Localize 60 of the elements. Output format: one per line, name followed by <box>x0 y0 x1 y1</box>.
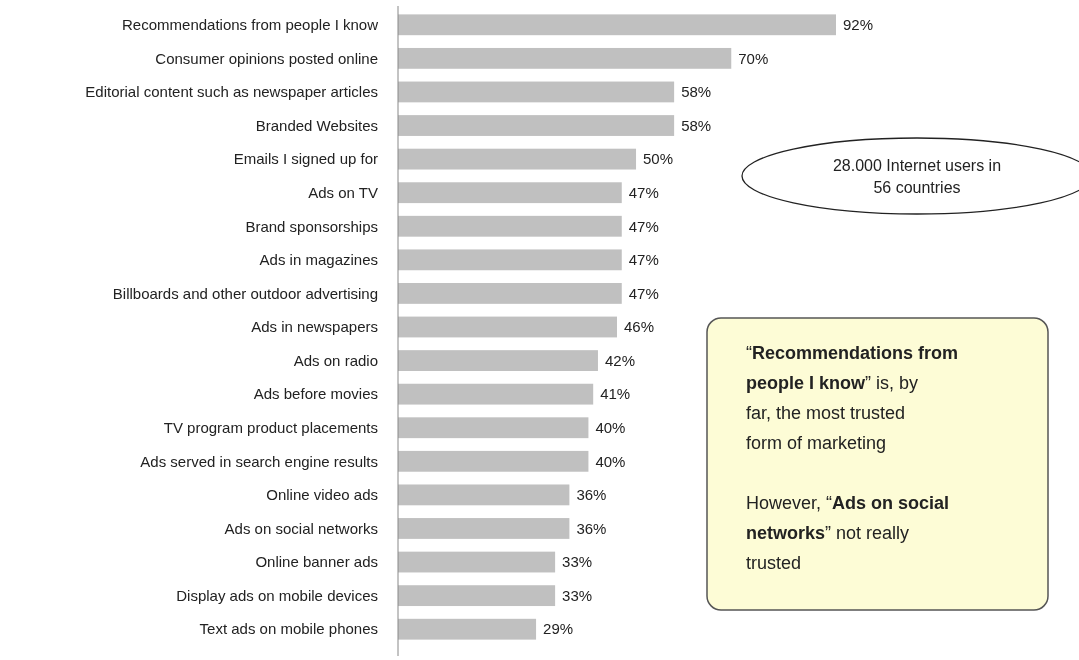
data-label: 41% <box>600 385 631 403</box>
y-tick-label: Editorial content such as newspaper articles <box>85 83 378 101</box>
y-tick-label: Text ads on mobile phones <box>199 620 378 638</box>
bar <box>398 316 617 338</box>
bar <box>398 585 556 607</box>
data-label: 58% <box>681 83 712 101</box>
data-label: 40% <box>595 418 626 436</box>
bar <box>398 484 570 506</box>
bar <box>398 249 622 271</box>
data-label: 50% <box>643 150 674 168</box>
data-label: 47% <box>628 284 659 302</box>
data-label: 70% <box>738 49 769 67</box>
y-tick-label: Brand sponsorships <box>245 217 378 235</box>
bar <box>398 148 637 170</box>
y-tick-label: Ads on social networks <box>224 519 378 537</box>
bar <box>398 618 537 640</box>
y-tick-label: Ads in newspapers <box>251 318 378 336</box>
data-label: 47% <box>628 217 659 235</box>
data-label: 46% <box>624 318 655 336</box>
annotation: 28.000 Internet users in 56 countries <box>832 156 1002 196</box>
data-label: 92% <box>843 16 874 34</box>
bar <box>398 383 594 405</box>
bar <box>398 14 836 36</box>
y-tick-label: Ads on TV <box>308 183 378 201</box>
data-label: 58% <box>681 116 712 134</box>
data-label: 29% <box>543 620 574 638</box>
bar <box>398 350 598 371</box>
bar <box>398 551 556 573</box>
data-label: 33% <box>562 586 593 604</box>
data-label: 40% <box>595 452 626 470</box>
y-tick-label: Ads served in search engine results <box>140 452 378 470</box>
data-label: 47% <box>628 183 659 201</box>
bar <box>398 450 589 472</box>
y-tick-label: Ads before movies <box>253 385 378 403</box>
y-tick-label: Consumer opinions posted online <box>155 49 378 67</box>
bar <box>398 182 622 204</box>
y-tick-label: Branded Websites <box>255 116 378 134</box>
y-tick-label: Emails I signed up for <box>233 150 378 168</box>
y-tick-label: TV program product placements <box>163 418 378 436</box>
callout-box: “Recommendations from people I know” is, by far, the most trusted form of marketing However, “Ads on social networks” not really trusted <box>706 317 1049 611</box>
y-tick-label: Ads on radio <box>293 351 378 369</box>
y-tick-label: Ads in magazines <box>259 251 378 269</box>
data-label: 33% <box>562 553 593 571</box>
data-label: 36% <box>576 519 607 537</box>
bar <box>398 215 622 237</box>
data-label: 47% <box>628 251 659 269</box>
bar <box>398 47 732 69</box>
bar <box>398 81 675 103</box>
data-label: 36% <box>576 486 607 504</box>
y-tick-label: Online banner ads <box>255 553 378 571</box>
bar <box>398 115 675 136</box>
y-tick-label: Display ads on mobile devices <box>176 586 378 604</box>
data-label: 42% <box>604 351 635 369</box>
y-tick-label: Billboards and other outdoor advertising <box>112 284 378 302</box>
bar <box>398 417 589 439</box>
bar <box>398 283 622 304</box>
bar <box>398 518 570 539</box>
annotation: “Recommendations from people I know” is, by far, the most trusted form of marketing <box>746 343 959 454</box>
y-tick-label: Recommendations from people I know <box>122 16 379 34</box>
y-tick-label: Online video ads <box>266 486 378 504</box>
